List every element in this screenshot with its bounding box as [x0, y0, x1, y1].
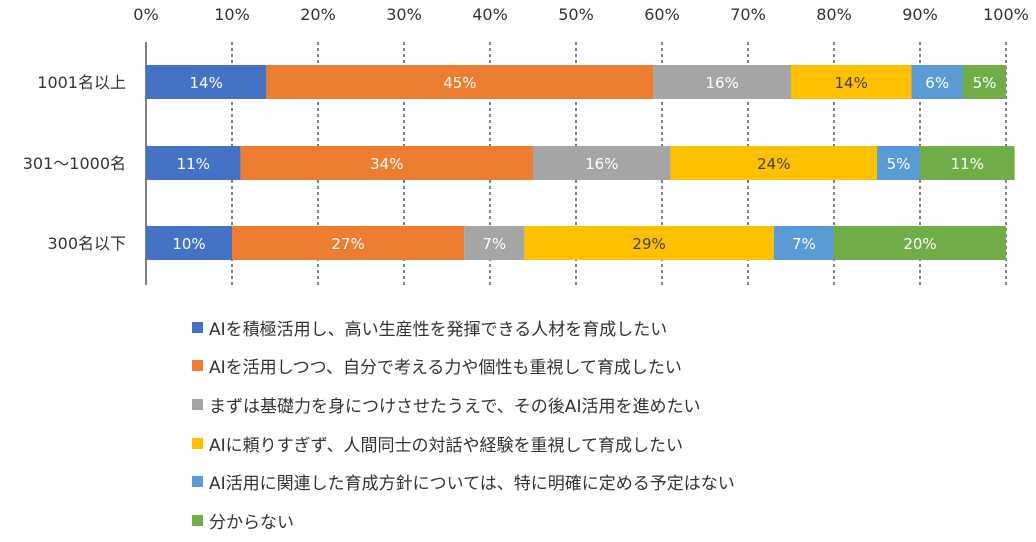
bar-segment: [834, 226, 1006, 260]
legend-item: AI活用に関連した育成方針については、特に明確に定める予定はない: [192, 462, 735, 501]
bar-segment: [911, 65, 963, 99]
legend-item: AIに頼りすぎず、人間同士の対話や経験を重視して育成したい: [192, 424, 735, 463]
data-label: 11%: [177, 155, 210, 173]
legend-label: AI活用に関連した育成方針については、特に明確に定める予定はない: [209, 474, 735, 495]
bar-segment: [240, 146, 533, 180]
x-tick-label: 20%: [300, 5, 336, 24]
legend-swatch: [192, 360, 203, 372]
legend-swatch: [192, 321, 203, 333]
data-label: 7%: [482, 235, 506, 253]
data-label: 20%: [903, 235, 936, 253]
x-tick-label: 80%: [816, 5, 852, 24]
bar-segment: [653, 65, 791, 99]
data-label: 7%: [792, 235, 816, 253]
category-label: 301〜1000名: [23, 154, 126, 173]
data-label: 14%: [190, 74, 223, 92]
legend-item: AIを積極活用し、高い生産性を発揮できる人材を育成したい: [192, 308, 735, 347]
x-tick-label: 0%: [133, 5, 158, 24]
x-tick-label: 50%: [558, 5, 594, 24]
bar-segment: [773, 226, 834, 260]
bar-segment: [464, 226, 525, 260]
legend-swatch: [192, 514, 203, 526]
legend-label: AIに頼りすぎず、人間同士の対話や経験を重視して育成したい: [209, 435, 683, 456]
legend-item: まずは基礎力を身につけさせたうえで、その後AI活用を進めたい: [192, 385, 735, 424]
bar-segment: [232, 226, 465, 260]
data-label: 24%: [757, 155, 790, 173]
data-label: 10%: [172, 235, 205, 253]
bar-segment: [524, 226, 774, 260]
bar-segment: [670, 146, 877, 180]
bar-segment: [791, 65, 912, 99]
x-tick-label: 30%: [386, 5, 422, 24]
legend-swatch: [192, 476, 203, 488]
bar-segment: [146, 65, 267, 99]
data-label: 5%: [887, 155, 911, 173]
data-label: 29%: [632, 235, 665, 253]
x-tick-label: 10%: [214, 5, 250, 24]
bar-segment: [146, 146, 241, 180]
data-label: 16%: [585, 155, 618, 173]
x-tick-label: 60%: [644, 5, 680, 24]
data-label: 11%: [951, 155, 984, 173]
legend-swatch: [192, 437, 203, 449]
bar-segment: [877, 146, 920, 180]
category-label: 300名以下: [47, 234, 126, 253]
data-label: 14%: [835, 74, 868, 92]
data-label: 5%: [973, 74, 997, 92]
chart-legend: AIを積極活用し、高い生産性を発揮できる人材を育成したい AIを活用しつつ、自分で…: [192, 308, 735, 540]
bar-segment: [920, 146, 1015, 180]
data-label: 27%: [331, 235, 364, 253]
x-tick-label: 70%: [730, 5, 766, 24]
data-label: 16%: [706, 74, 739, 92]
legend-item: 分からない: [192, 501, 735, 540]
bar-segment: [146, 226, 232, 260]
x-tick-label: 90%: [902, 5, 938, 24]
legend-label: 分からない: [209, 512, 294, 533]
legend-label: まずは基礎力を身につけさせたうえで、その後AI活用を進めたい: [209, 396, 701, 417]
x-tick-label: 100%: [983, 5, 1029, 24]
legend-label: AIを活用しつつ、自分で考える力や個性も重視して育成したい: [209, 358, 682, 379]
stacked-bar-chart: 0% 10% 20% 30% 40% 50% 60% 70% 80% 90% 100% 1001名以上…: [23, 5, 1029, 285]
legend-swatch: [192, 398, 203, 410]
legend-item: AIを活用しつつ、自分で考える力や個性も重視して育成したい: [192, 347, 735, 386]
x-tick-label: 40%: [472, 5, 508, 24]
bar-segment: [963, 65, 1006, 99]
legend-label: AIを積極活用し、高い生産性を発揮できる人材を育成したい: [209, 319, 668, 340]
data-label: 45%: [443, 74, 476, 92]
bar-segment: [266, 65, 654, 99]
data-label: 34%: [370, 155, 403, 173]
data-label: 6%: [925, 74, 949, 92]
category-label: 1001名以上: [37, 73, 126, 92]
bar-segment: [533, 146, 671, 180]
